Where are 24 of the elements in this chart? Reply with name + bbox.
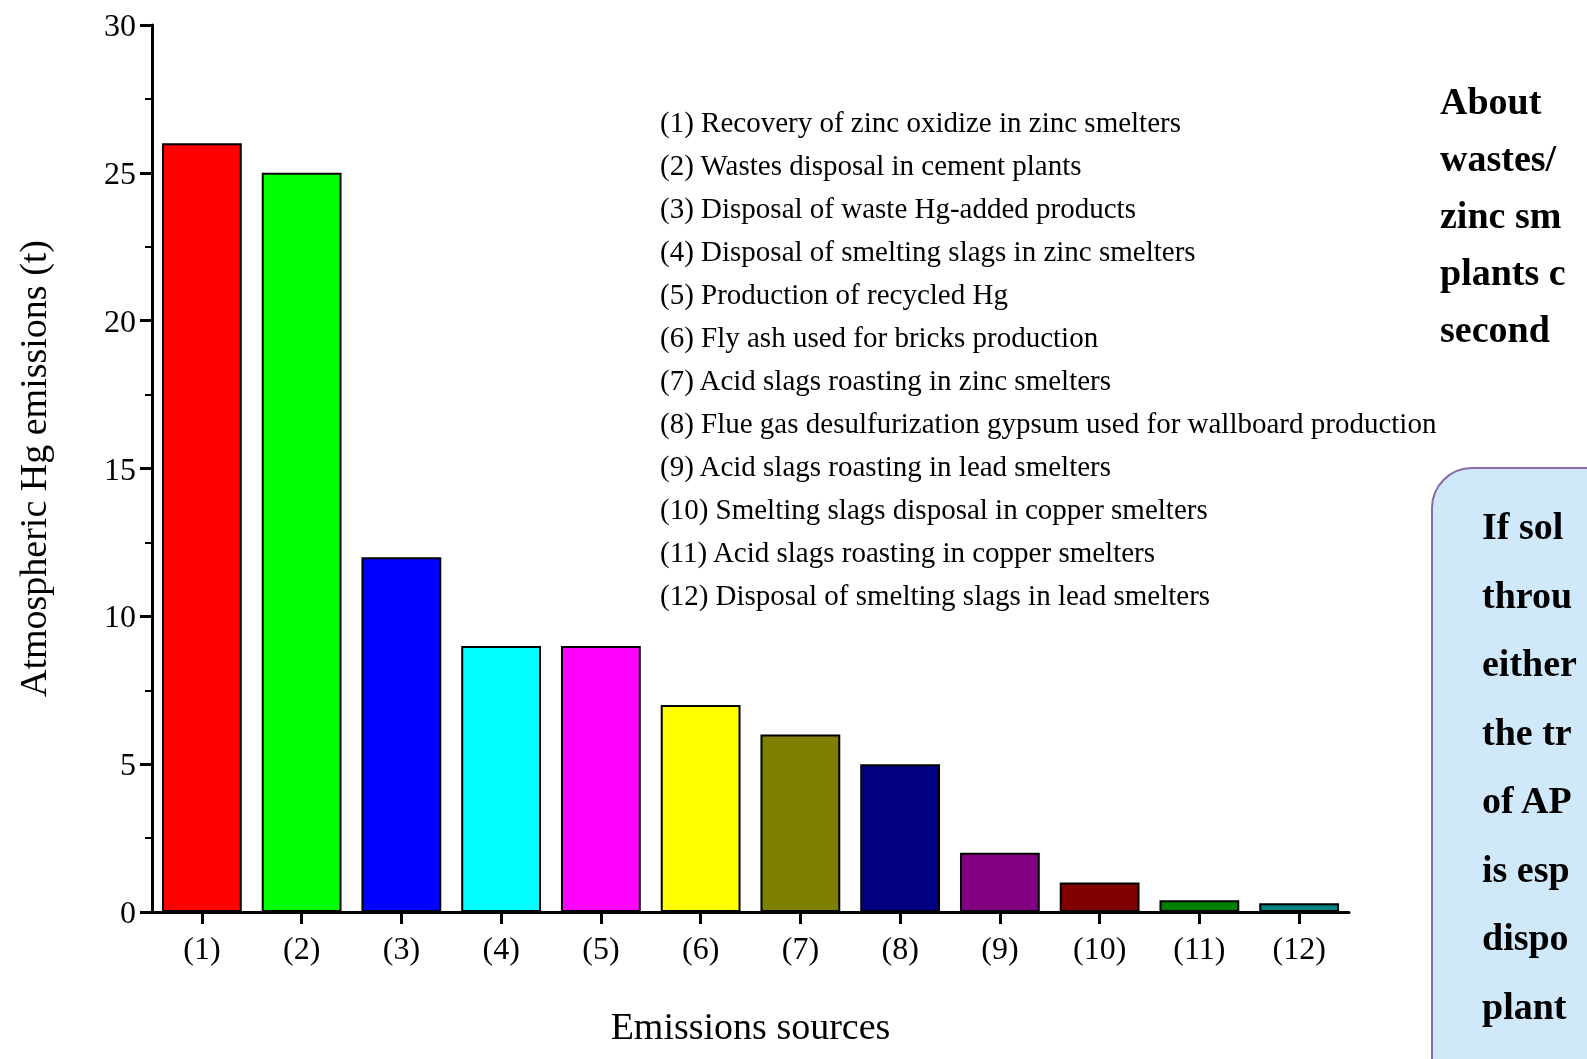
x-tick-label: (3) bbox=[382, 930, 421, 966]
y-tick-label: 0 bbox=[120, 894, 136, 930]
y-tick-label: 10 bbox=[104, 598, 136, 635]
x-tick-label: (9) bbox=[981, 930, 1019, 966]
x-tick-label: (6) bbox=[681, 930, 720, 966]
y-tick-label: 5 bbox=[120, 746, 136, 783]
text: About wastes/ zinc sm plants c second bbox=[1440, 79, 1566, 350]
x-tick-label: (5) bbox=[582, 930, 620, 966]
y-tick-label: 25 bbox=[104, 154, 136, 191]
y-tick-label: 15 bbox=[104, 450, 136, 487]
x-tick-label: (2) bbox=[282, 930, 321, 966]
x-tick-label: (10) bbox=[1072, 930, 1127, 966]
x-tick-label: (12) bbox=[1272, 930, 1326, 966]
x-tick-label: (1) bbox=[183, 930, 221, 966]
text: If sol throu either the tr of AP is esp dispo plant bbox=[1482, 505, 1578, 1027]
x-tick-label: (11) bbox=[1173, 930, 1226, 966]
x-axis-title: Emissions sources bbox=[610, 1005, 891, 1047]
y-axis-title: Atmospheric Hg emissions (t) bbox=[12, 239, 55, 698]
x-tick-label: (8) bbox=[881, 930, 919, 966]
x-tick-label: (4) bbox=[482, 930, 520, 966]
text: (1) Recovery of zinc oxidize in zinc smelters (2) Wastes disposal in cement plants (3) Disposal of waste Hg-added products (4) Disposal of smelting slags in zinc smelters (5) Production of recycled Hg (6) Fly ash used for bricks production (7) Acid slags roasting in zinc smelters (8) Flue gas desulfurization gypsum used for wallboard production (9) Acid slags roasting in lead smelters (10) Smelting slags disposal in copper smelters (11) Acid slags roasting in copper smelters (12) Disposal of smelting slags in lead smelters bbox=[660, 105, 1437, 611]
y-tick-label: 30 bbox=[104, 7, 136, 43]
x-tick-label: (7) bbox=[781, 930, 820, 966]
y-tick-label: 20 bbox=[104, 302, 136, 339]
